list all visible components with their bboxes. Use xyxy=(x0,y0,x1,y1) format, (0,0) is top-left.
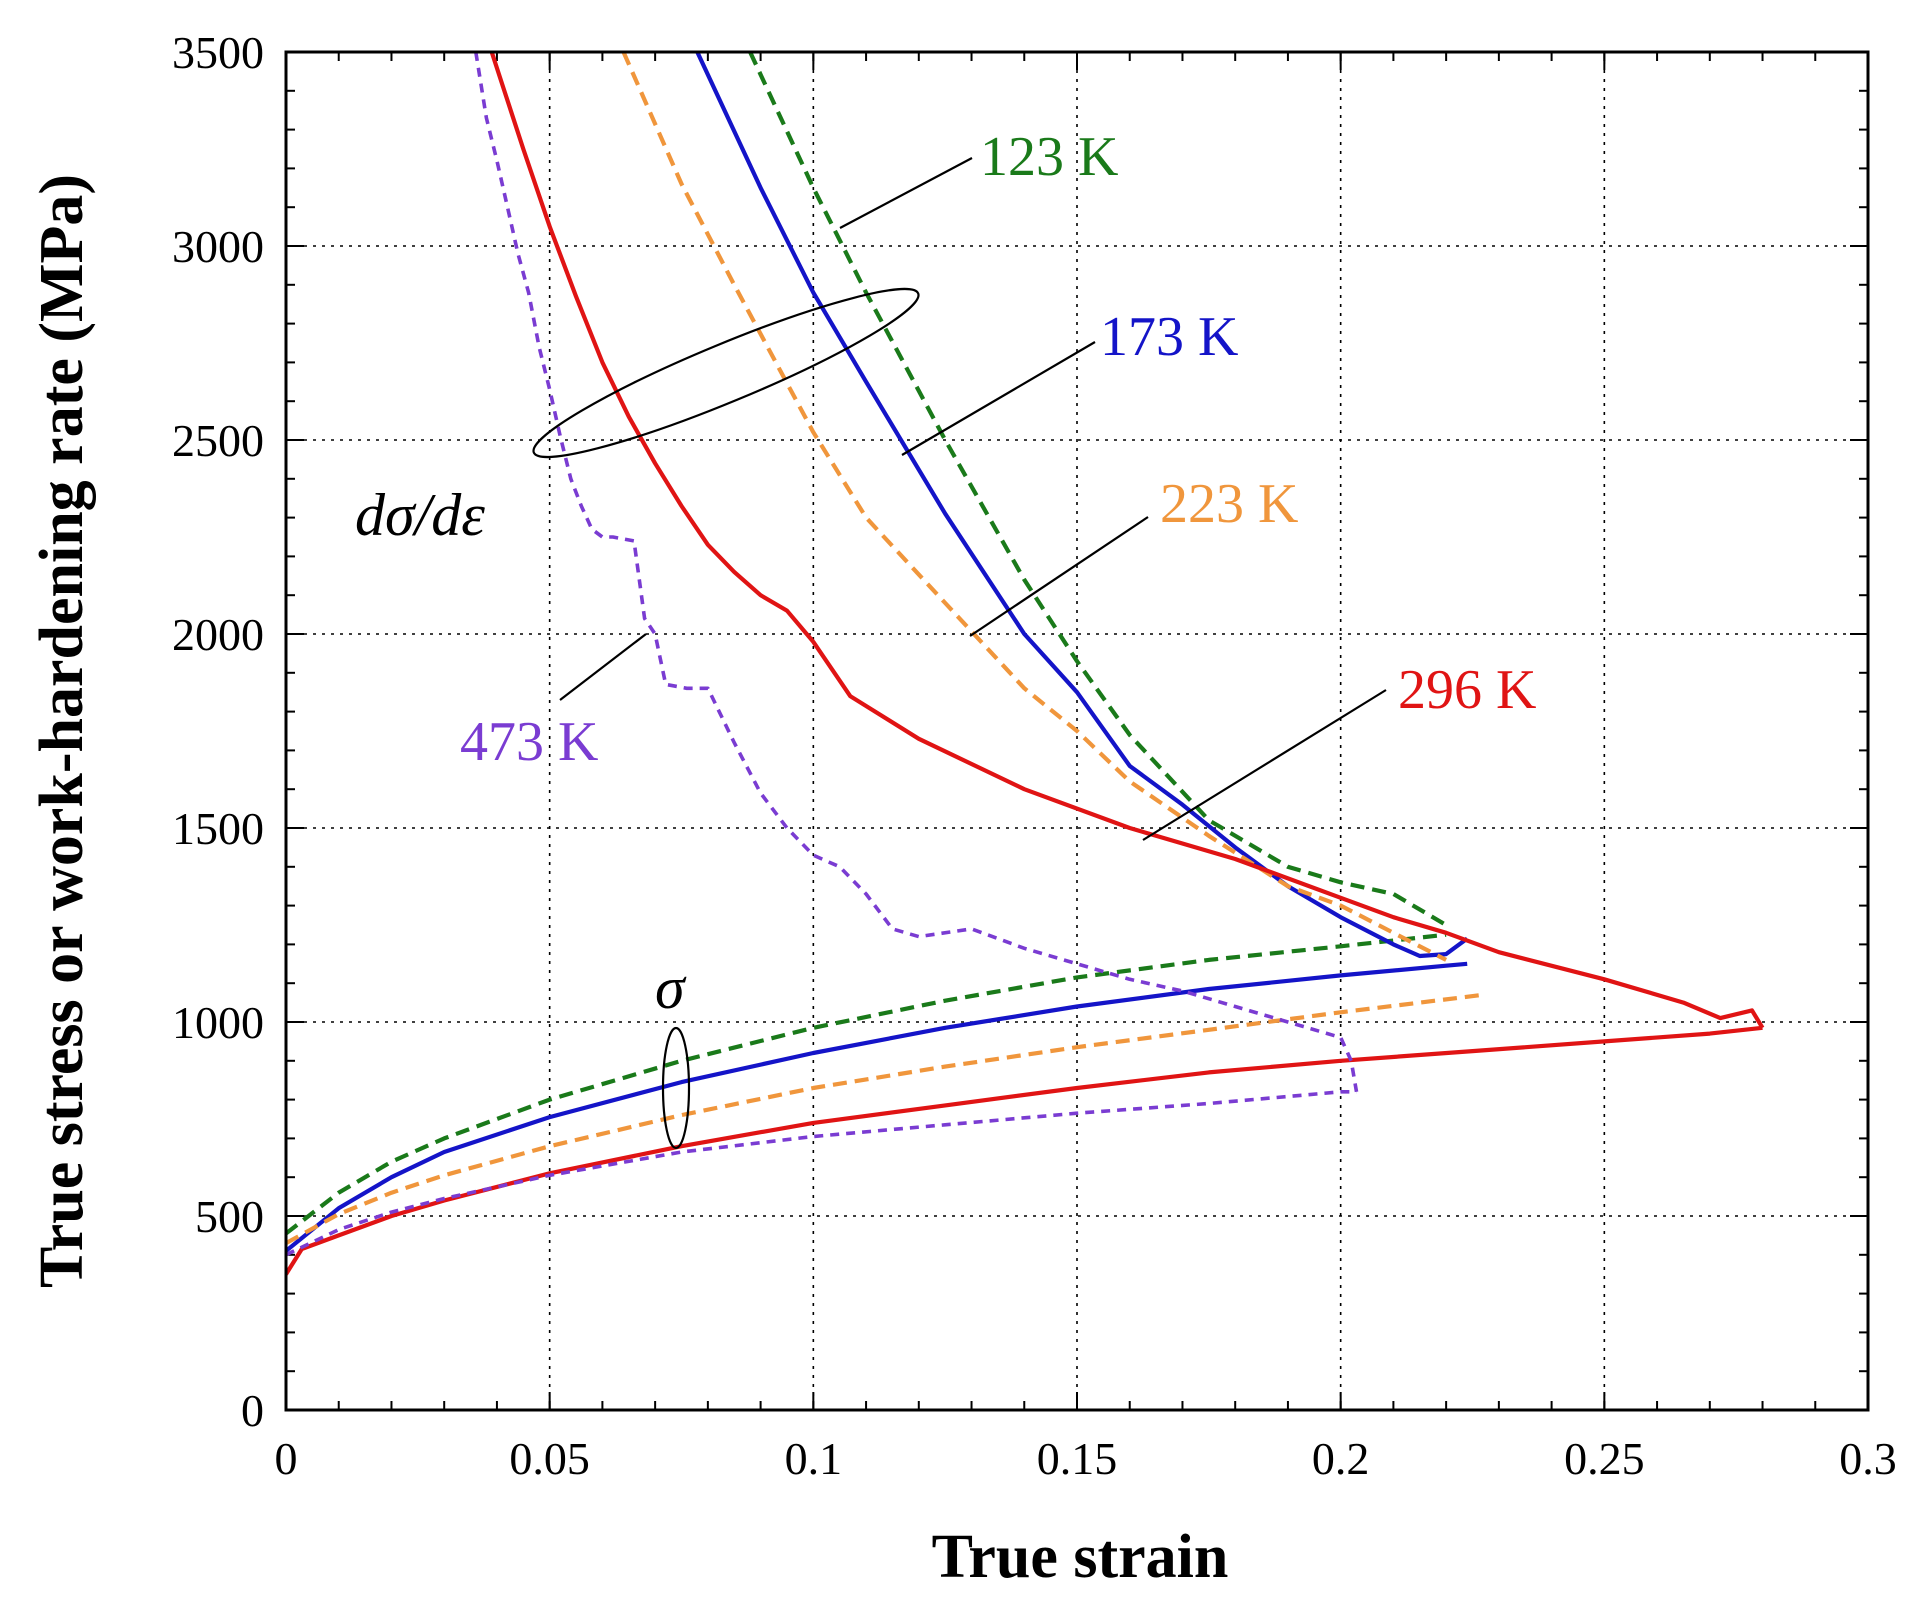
y-tick-label: 2500 xyxy=(172,415,264,466)
leader-123K xyxy=(839,157,973,229)
series-layer xyxy=(286,52,1765,1276)
annotation-labels: 123 K 173 K 223 K 296 K 473 K dσ/dε σ xyxy=(355,126,1536,1021)
x-tick-label: 0.05 xyxy=(509,1433,590,1484)
y-tick-labels: 0 500 1000 1500 2000 2500 3000 3500 xyxy=(172,27,264,1436)
series-123K-stress-line xyxy=(286,932,1447,1236)
x-tick-label: 0.25 xyxy=(1564,1433,1645,1484)
y-tick-label: 0 xyxy=(241,1385,264,1436)
series-473K-stress-line xyxy=(286,1090,1357,1257)
series-223K-stress-line xyxy=(286,992,1484,1246)
x-tick-label: 0 xyxy=(275,1433,298,1484)
label-223K: 223 K xyxy=(1160,473,1298,535)
label-173K: 173 K xyxy=(1100,306,1238,368)
label-dsde: dσ/dε xyxy=(355,482,485,548)
gridlines xyxy=(286,52,1868,1410)
x-axis-title: True strain xyxy=(932,1523,1229,1591)
sigma-ellipse xyxy=(661,1026,691,1150)
leader-173K xyxy=(901,341,1096,456)
x-tick-label: 0.1 xyxy=(785,1433,843,1484)
y-tick-label: 3500 xyxy=(172,27,264,78)
dsde-ellipse xyxy=(532,287,920,459)
series-173K-stress-line xyxy=(286,961,1468,1253)
series-296K-stress-line xyxy=(286,1025,1763,1276)
series-473K-hardening-line xyxy=(474,52,1359,1093)
series-173K-hardening-line xyxy=(695,52,1469,959)
x-tick-label: 0.2 xyxy=(1312,1433,1370,1484)
y-axis-title: True stress or work-hardening rate (MPa) xyxy=(28,174,96,1288)
x-tick-label: 0.15 xyxy=(1037,1433,1118,1484)
annotation-shapes xyxy=(532,157,1387,1150)
label-473K: 473 K xyxy=(460,711,598,773)
y-tick-label: 1500 xyxy=(172,803,264,854)
leader-223K xyxy=(969,516,1149,637)
label-sigma: σ xyxy=(655,955,687,1021)
leader-296K xyxy=(1142,689,1387,841)
x-tick-labels: 0 0.05 0.1 0.15 0.2 0.25 0.3 xyxy=(275,1433,1897,1484)
y-tick-label: 2000 xyxy=(172,609,264,660)
series-223K-hardening-line xyxy=(621,52,1448,962)
series-296K-hardening-line xyxy=(489,52,1765,1029)
y-tick-label: 1000 xyxy=(172,997,264,1048)
label-123K: 123 K xyxy=(980,126,1118,188)
y-tick-label: 500 xyxy=(195,1191,264,1242)
leader-473K xyxy=(559,633,647,701)
y-tick-label: 3000 xyxy=(172,221,264,272)
label-296K: 296 K xyxy=(1398,659,1536,721)
x-tick-label: 0.3 xyxy=(1839,1433,1897,1484)
series-123K-hardening-line xyxy=(748,52,1448,927)
plot-frame xyxy=(284,50,1870,1412)
